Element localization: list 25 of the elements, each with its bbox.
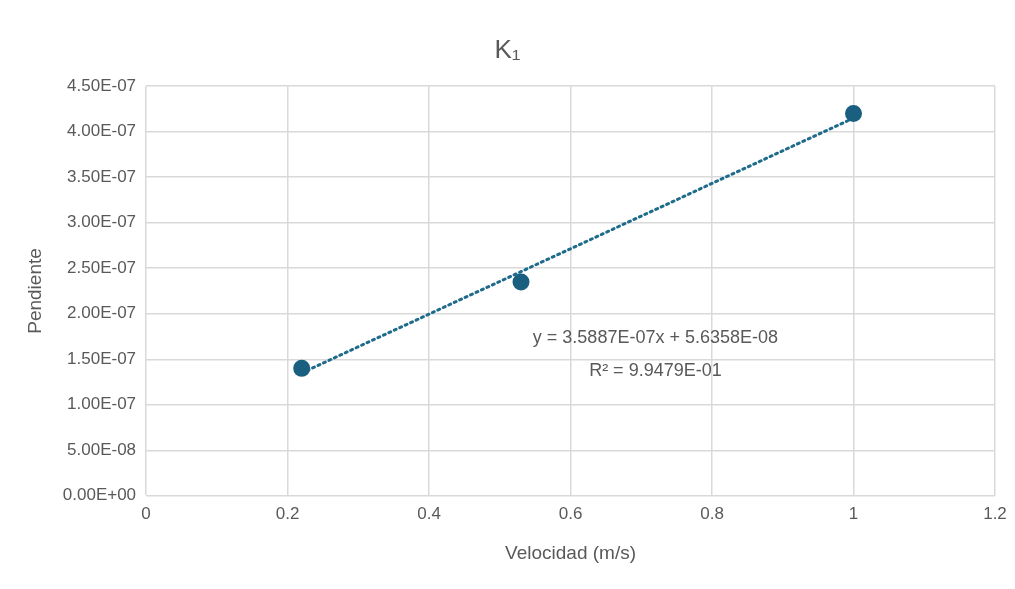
y-tick-label: 0.00E+00 [62, 485, 137, 505]
y-tick-label: 2.00E-07 [67, 303, 137, 323]
y-tick-label: 1.50E-07 [67, 348, 137, 368]
x-tick-label: 0 [141, 503, 151, 523]
x-tick-label: 1 [848, 503, 859, 523]
point [845, 105, 863, 123]
point [512, 273, 530, 291]
point [293, 359, 311, 377]
y-tick-label: 3.50E-07 [67, 166, 137, 186]
y-tick-label: 4.50E-07 [67, 75, 137, 95]
y-tick-label: 4.00E-07 [67, 121, 137, 141]
annotation: y = 3.5887E-07x + 5.6358E-08 [532, 327, 779, 348]
x-tick-label: 0.2 [275, 503, 300, 523]
y-tick-label: 1.00E-07 [67, 394, 137, 414]
x-tick-label: 0.6 [558, 503, 583, 523]
x-tick-label: 0.8 [700, 503, 724, 523]
annotation: R² = 9.9479E-01 [589, 359, 722, 380]
y-tick-label: 3.00E-07 [67, 212, 137, 232]
y-tick-label: 5.00E-08 [67, 439, 137, 459]
y-tick-label: 2.50E-07 [67, 257, 137, 277]
x-tick-label: 1.2 [983, 503, 1007, 523]
x-tick-label: 0.4 [417, 503, 441, 523]
y-axis-title: Pendiente [23, 248, 45, 334]
x-axis-title: Velocidad (m/s) [505, 541, 637, 563]
chart-title: K₁ [494, 33, 521, 64]
